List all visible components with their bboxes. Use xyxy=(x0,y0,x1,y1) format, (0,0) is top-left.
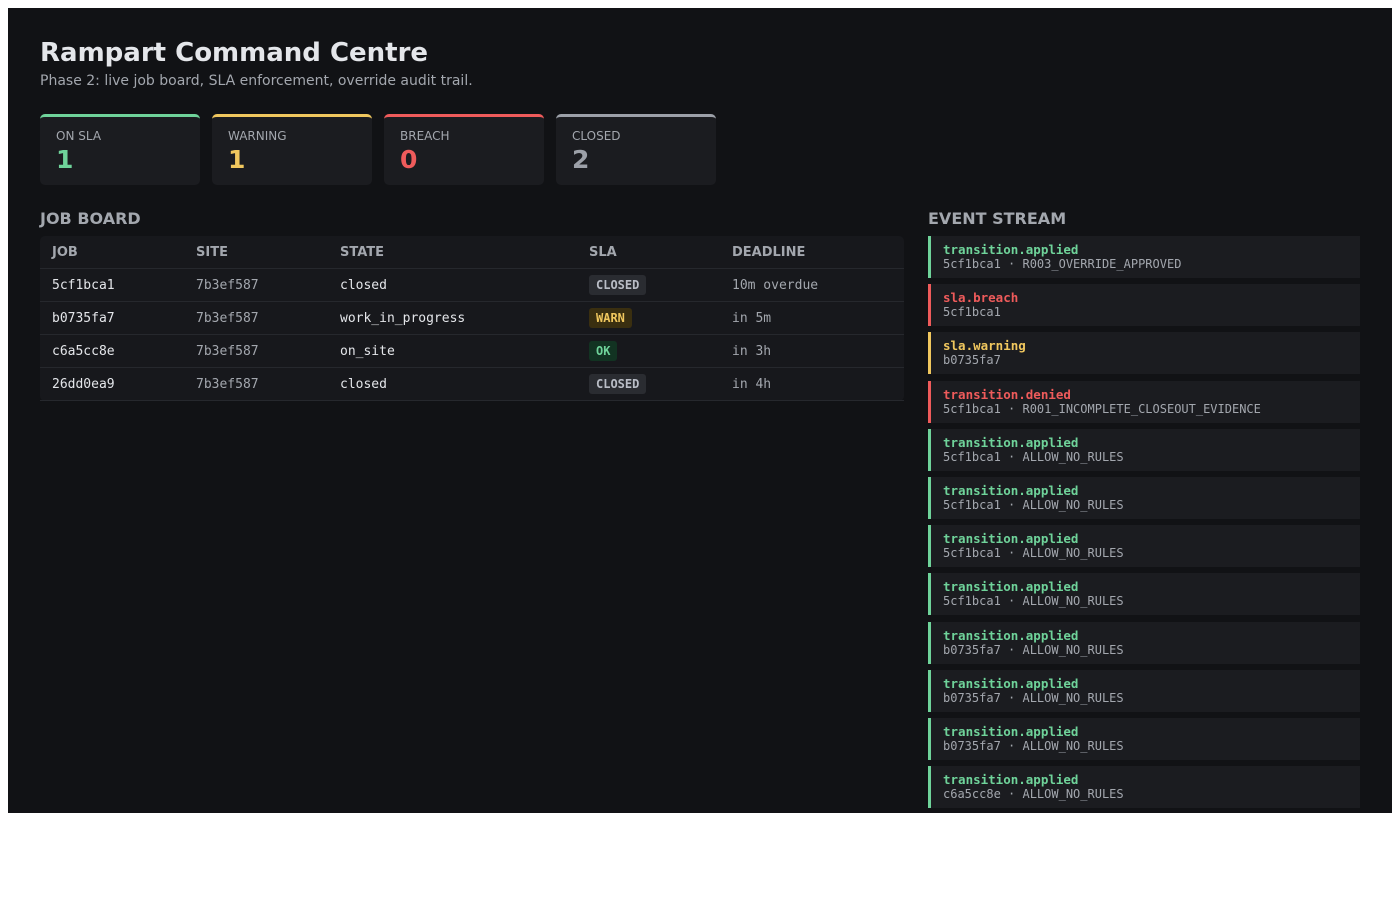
subtitle: Phase 2: live job board, SLA enforcement… xyxy=(40,73,473,89)
event-type: transition.applied xyxy=(943,772,1079,788)
event-detail: 5cf1bca1 · ALLOW_NO_RULES xyxy=(943,594,1124,609)
event-item: transition.applied b0735fa7 · ALLOW_NO_RU… xyxy=(928,718,1360,760)
event-item: transition.applied 5cf1bca1 · ALLOW_NO_RU… xyxy=(928,428,1360,471)
sla-badge: CLOSED xyxy=(589,275,647,295)
sla-badge: CLOSED xyxy=(589,374,647,394)
cell: closed xyxy=(340,377,387,392)
event-detail: 5cf1bca1 · R003_OVERRIDE_APPROVED xyxy=(943,257,1182,271)
event-item: transition.applied b0735fa7 · ALLOW_NO_RU… xyxy=(928,621,1360,664)
event-detail: c6a5cc8e · ALLOW_NO_RULES xyxy=(943,787,1124,802)
event-detail: 5cf1bca1 xyxy=(943,305,1001,320)
event-item: transition.applied 5cf1bca1 · ALLOW_NO_RU… xyxy=(928,477,1360,519)
column-header: SITE xyxy=(196,245,228,260)
event-type: transition.applied xyxy=(943,483,1079,498)
title: Rampart Command Centre xyxy=(40,38,429,68)
event-type: transition.applied xyxy=(943,434,1079,450)
stat-value: 1 xyxy=(56,145,74,174)
cell: c6a5cc8e xyxy=(52,344,115,359)
event-item: transition.applied 5cf1bca1 · R003_OVERRI… xyxy=(928,236,1360,278)
event-detail: 5cf1bca1 · ALLOW_NO_RULES xyxy=(943,546,1124,561)
job-table: JOB SITE STATE SLA DEADLINE 5cf1bca1 7b3ef587 c… xyxy=(40,236,904,401)
stat-label: CLOSED xyxy=(572,129,621,143)
app: Rampart Command Centre Phase 2: live job… xyxy=(8,8,1392,813)
event-type: transition.applied xyxy=(943,675,1079,691)
cell: in 5m xyxy=(732,311,772,326)
cell: work_in_progress xyxy=(340,311,466,326)
event-item: sla.warning b0735fa7 xyxy=(928,332,1360,375)
cell: 7b3ef587 xyxy=(196,344,259,359)
event-detail: 5cf1bca1 · ALLOW_NO_RULES xyxy=(943,449,1124,464)
column-header: STATE xyxy=(340,245,385,260)
cell: 7b3ef587 xyxy=(196,377,259,392)
stat-value: 2 xyxy=(572,145,590,174)
row-divider xyxy=(40,367,904,368)
stat-card: WARNING 1 xyxy=(212,114,372,185)
cell: in 4h xyxy=(732,377,772,392)
row-divider xyxy=(40,268,904,269)
event-detail: b0735fa7 · ALLOW_NO_RULES xyxy=(943,642,1124,657)
section-title: EVENT STREAM xyxy=(928,209,1067,228)
cell: in 3h xyxy=(732,344,772,359)
event-item: transition.applied 5cf1bca1 · ALLOW_NO_RU… xyxy=(928,573,1360,616)
row-divider xyxy=(40,301,904,302)
event-item: sla.breach 5cf1bca1 xyxy=(928,284,1360,327)
stat-card: BREACH 0 xyxy=(384,114,544,185)
cell: 7b3ef587 xyxy=(196,278,259,293)
event-item: transition.applied 5cf1bca1 · ALLOW_NO_RU… xyxy=(928,525,1360,568)
event-detail: b0735fa7 xyxy=(943,353,1001,368)
event-item: transition.applied b0735fa7 · ALLOW_NO_RU… xyxy=(928,669,1360,712)
cell: on_site xyxy=(340,344,395,359)
row-divider xyxy=(40,400,904,401)
event-item: transition.applied c6a5cc8e · ALLOW_NO_RU… xyxy=(928,766,1360,809)
event-type: transition.applied xyxy=(943,579,1079,595)
stat-label: WARNING xyxy=(228,129,287,143)
event-type: sla.warning xyxy=(943,338,1026,354)
event-type: sla.breach xyxy=(943,290,1019,306)
section-title: JOB BOARD xyxy=(40,209,141,228)
row-divider xyxy=(40,334,904,335)
event-type: transition.applied xyxy=(943,724,1079,739)
cell: closed xyxy=(340,278,387,293)
event-detail: b0735fa7 · ALLOW_NO_RULES xyxy=(943,690,1124,705)
stat-card: ON SLA 1 xyxy=(40,114,200,185)
column-header: JOB xyxy=(52,245,78,260)
stat-value: 0 xyxy=(400,145,418,174)
cell: b0735fa7 xyxy=(52,311,115,326)
event-detail: 5cf1bca1 · R001_INCOMPLETE_CLOSEOUT_EVID… xyxy=(943,401,1261,416)
cell: 10m overdue xyxy=(732,278,819,293)
column-header: SLA xyxy=(589,245,617,260)
event-detail: b0735fa7 · ALLOW_NO_RULES xyxy=(943,739,1124,753)
event-type: transition.applied xyxy=(943,627,1079,643)
event-type: transition.applied xyxy=(943,242,1079,257)
event-detail: 5cf1bca1 · ALLOW_NO_RULES xyxy=(943,498,1124,512)
cell: 5cf1bca1 xyxy=(52,278,115,293)
sla-badge: OK xyxy=(589,341,618,361)
event-type: transition.denied xyxy=(943,386,1071,402)
column-header: DEADLINE xyxy=(732,245,806,260)
event-item: transition.denied 5cf1bca1 · R001_INCOMPL… xyxy=(928,380,1360,423)
cell: 7b3ef587 xyxy=(196,311,259,326)
event-type: transition.applied xyxy=(943,531,1079,547)
cell: 26dd0ea9 xyxy=(52,377,115,392)
stat-label: BREACH xyxy=(400,129,450,143)
sla-badge: WARN xyxy=(589,308,632,328)
stat-value: 1 xyxy=(228,145,246,174)
stat-card: CLOSED 2 xyxy=(556,114,716,185)
stat-label: ON SLA xyxy=(56,129,102,143)
